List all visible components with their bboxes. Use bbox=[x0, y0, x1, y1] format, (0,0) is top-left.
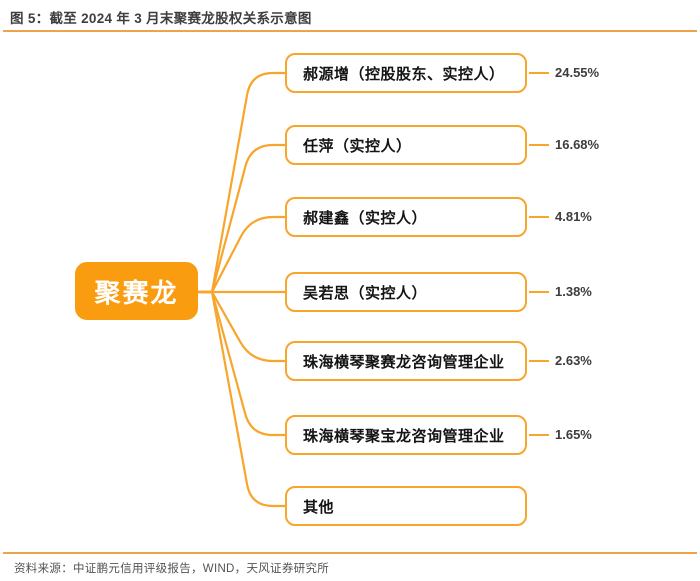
percent-tick bbox=[529, 72, 549, 74]
shareholder-node: 郝建鑫（实控人） bbox=[285, 197, 527, 237]
ownership-percent: 1.65% bbox=[555, 427, 592, 442]
percent-tick bbox=[529, 360, 549, 362]
shareholder-node: 任萍（实控人） bbox=[285, 125, 527, 165]
shareholder-node: 珠海横琴聚宝龙咨询管理企业 bbox=[285, 415, 527, 455]
shareholder-node: 珠海横琴聚赛龙咨询管理企业 bbox=[285, 341, 527, 381]
connector-path bbox=[195, 215, 287, 294]
shareholder-label: 吴若思（实控人） bbox=[303, 284, 428, 302]
shareholder-label: 任萍（实控人） bbox=[303, 137, 412, 155]
connector-path bbox=[195, 290, 287, 363]
shareholder-label: 珠海横琴聚宝龙咨询管理企业 bbox=[303, 427, 505, 445]
company-label: 聚赛龙 bbox=[94, 277, 179, 308]
title-divider bbox=[3, 30, 697, 32]
source-note: 资料来源：中证鹏元信用评级报告，WIND，天风证券研究所 bbox=[14, 563, 330, 575]
shareholder-label: 珠海横琴聚赛龙咨询管理企业 bbox=[303, 353, 505, 371]
shareholder-node: 其他 bbox=[285, 486, 527, 526]
connector-path bbox=[195, 143, 287, 294]
ownership-percent: 4.81% bbox=[555, 209, 592, 224]
percent-tick bbox=[529, 291, 549, 293]
shareholder-node: 郝源增（控股股东、实控人） bbox=[285, 53, 527, 93]
ownership-percent: 2.63% bbox=[555, 353, 592, 368]
connector-path bbox=[195, 290, 287, 437]
ownership-percent: 16.68% bbox=[555, 137, 600, 152]
shareholder-label: 郝建鑫（实控人） bbox=[303, 209, 428, 227]
shareholder-label: 郝源增（控股股东、实控人） bbox=[303, 65, 505, 83]
shareholder-node: 吴若思（实控人） bbox=[285, 272, 527, 312]
figure-title: 图 5：截至 2024 年 3 月末聚赛龙股权关系示意图 bbox=[10, 11, 312, 26]
company-node: 聚赛龙 bbox=[75, 262, 198, 320]
connector-path bbox=[195, 290, 287, 508]
ownership-percent: 1.38% bbox=[555, 284, 592, 299]
shareholder-label: 其他 bbox=[303, 498, 335, 516]
percent-tick bbox=[529, 216, 549, 218]
percent-tick bbox=[529, 144, 549, 146]
connector-path bbox=[195, 71, 287, 294]
ownership-percent: 24.55% bbox=[555, 65, 600, 80]
percent-tick bbox=[529, 434, 549, 436]
source-divider bbox=[3, 552, 697, 554]
